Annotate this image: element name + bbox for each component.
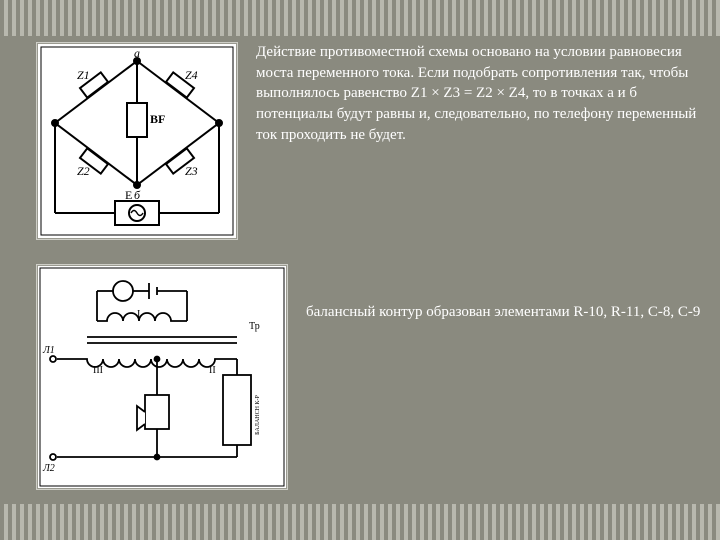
svg-text:III: III	[93, 365, 103, 376]
svg-text:а: а	[134, 46, 140, 60]
block2-text-content: балансный контур образован элементами R-…	[306, 304, 700, 320]
content-block-2: Тр I II III Л1 Л2 БАЛАНСН К-Р балансный …	[36, 264, 710, 490]
svg-text:ВF: ВF	[150, 112, 165, 126]
content-block-1: а б Z1 Z4 Z2 Z3 ВF Е Действие противомес…	[36, 42, 710, 240]
transformer-circuit-diagram: Тр I II III Л1 Л2 БАЛАНСН К-Р	[36, 264, 288, 490]
decorative-stripes-bottom	[0, 504, 720, 540]
block2-text: балансный контур образован элементами R-…	[288, 264, 710, 323]
svg-text:б: б	[134, 188, 141, 202]
block1-text-content: Действие противоместной схемы основано н…	[256, 44, 696, 143]
block1-text: Действие противоместной схемы основано н…	[238, 42, 710, 145]
svg-text:Е: Е	[125, 188, 132, 202]
svg-text:Z2: Z2	[77, 164, 90, 178]
bridge-circuit-diagram: а б Z1 Z4 Z2 Z3 ВF Е	[36, 42, 238, 240]
svg-text:Тр: Тр	[249, 321, 260, 332]
decorative-stripes-top	[0, 0, 720, 36]
svg-text:БАЛАНСН К-Р: БАЛАНСН К-Р	[255, 395, 261, 435]
svg-text:II: II	[209, 365, 216, 376]
svg-text:Л2: Л2	[42, 463, 55, 474]
svg-text:I: I	[137, 309, 140, 320]
svg-text:Z4: Z4	[185, 68, 198, 82]
svg-text:Z1: Z1	[77, 68, 90, 82]
svg-text:Z3: Z3	[185, 164, 198, 178]
svg-text:Л1: Л1	[42, 345, 55, 356]
